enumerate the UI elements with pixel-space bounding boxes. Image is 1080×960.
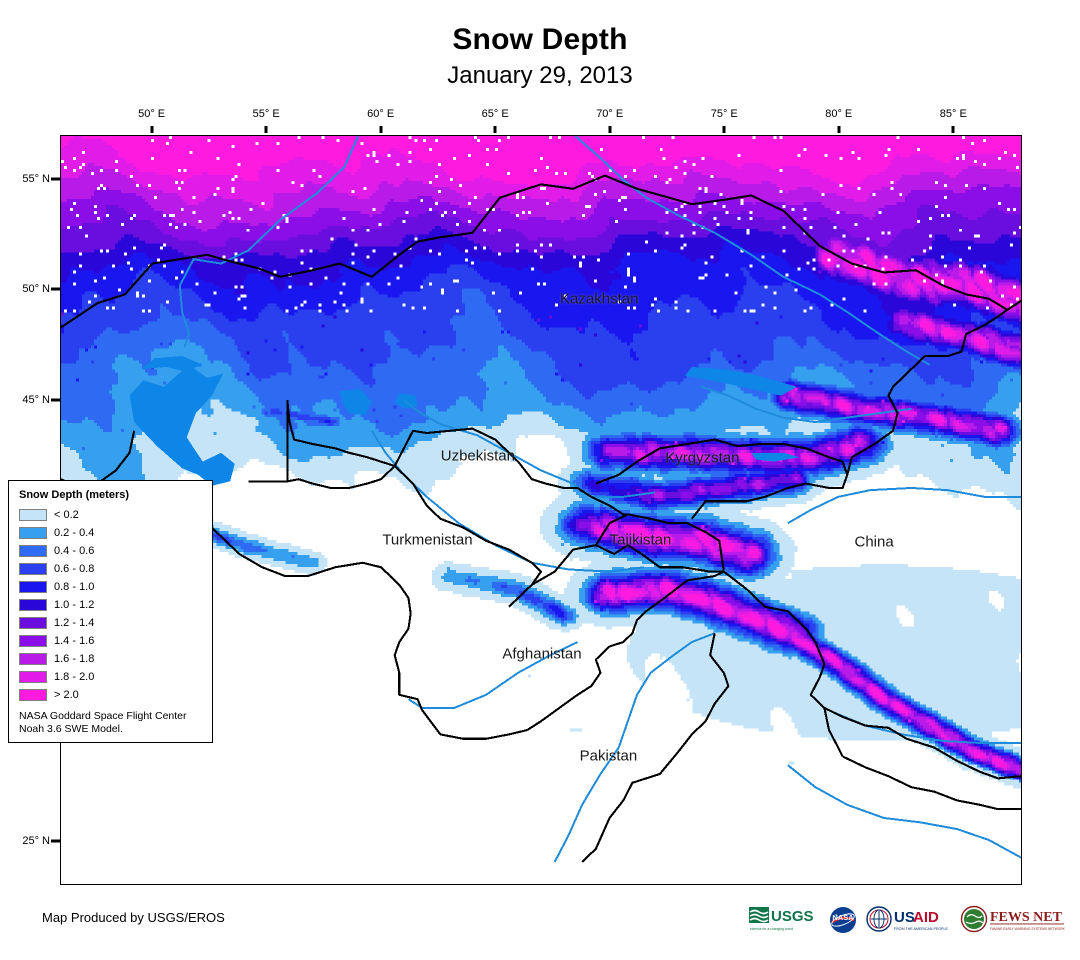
legend-row: > 2.0	[19, 686, 204, 704]
legend-swatch	[19, 509, 47, 521]
legend-row: 0.2 - 0.4	[19, 524, 204, 542]
footer-credit: Map Produced by USGS/EROS	[42, 910, 225, 925]
title-block: Snow Depth January 29, 2013	[0, 22, 1080, 91]
usgs-logo: USGS science for a changing world	[749, 905, 821, 935]
longitude-tick	[608, 126, 612, 133]
legend-swatch	[19, 689, 47, 701]
snow-depth-raster	[61, 136, 1021, 863]
latitude-label: 55° N	[22, 173, 50, 186]
latitude-tick	[51, 177, 60, 181]
legend-label: 0.6 - 0.8	[54, 563, 95, 575]
longitude-label: 70° E	[596, 108, 624, 120]
map-frame[interactable]: Kazakhstan Uzbekistan Turkmenistan Kyrgyzst…	[60, 135, 1022, 885]
legend-row: < 0.2	[19, 506, 204, 524]
legend-label: 1.0 - 1.2	[54, 599, 95, 611]
legend-label: 1.4 - 1.6	[54, 635, 95, 647]
longitude-tick	[951, 126, 955, 133]
longitude-label: 55° E	[252, 108, 280, 120]
longitude-label: 65° E	[481, 108, 509, 120]
longitude-label: 75° E	[710, 108, 738, 120]
fewsnet-logo: FEWS NET FAMINE EARLY WARNING SYSTEMS NET…	[960, 905, 1068, 935]
legend-swatch	[19, 581, 47, 593]
nasa-logo: NASA	[828, 905, 858, 935]
legend-label: < 0.2	[54, 509, 79, 521]
map-date-subtitle: January 29, 2013	[447, 62, 633, 89]
longitude-tick	[264, 126, 268, 133]
legend-swatch	[19, 671, 47, 683]
legend-row: 0.8 - 1.0	[19, 578, 204, 596]
latitude-tick	[51, 398, 60, 402]
legend-title: Snow Depth (meters)	[19, 489, 130, 501]
longitude-tick	[722, 126, 726, 133]
longitude-tick	[837, 126, 841, 133]
longitude-label: 85° E	[939, 108, 967, 120]
legend-swatch	[19, 635, 47, 647]
latitude-label: 50° N	[22, 283, 50, 296]
longitude-label: 60° E	[367, 108, 395, 120]
latitude-label: 25° N	[22, 834, 50, 847]
legend-row: 1.0 - 1.2	[19, 596, 204, 614]
legend-swatch	[19, 599, 47, 611]
latitude-tick	[51, 839, 60, 843]
legend-box: Snow Depth (meters) < 0.2 0.2 - 0.4 0.4 - …	[8, 480, 213, 743]
longitude-tick	[379, 126, 383, 133]
legend-swatch	[19, 527, 47, 539]
legend-items: < 0.2 0.2 - 0.4 0.4 - 0.6 0.6 - 0.8 0.8 - 1.…	[19, 506, 204, 704]
longitude-tick	[150, 126, 154, 133]
legend-label: > 2.0	[54, 689, 79, 701]
legend-label: 0.2 - 0.4	[54, 527, 95, 539]
legend-swatch	[19, 653, 47, 665]
legend-label: 0.4 - 0.6	[54, 545, 95, 557]
latitude-label: 45° N	[22, 393, 50, 406]
legend-label: 1.2 - 1.4	[54, 617, 95, 629]
legend-source-note: NASA Goddard Space Flight Center Noah 3.…	[19, 710, 187, 735]
longitude-label: 50° E	[138, 108, 166, 120]
legend-row: 0.4 - 0.6	[19, 542, 204, 560]
latitude-tick	[51, 287, 60, 291]
legend-label: 1.8 - 2.0	[54, 671, 95, 683]
legend-label: 1.6 - 1.8	[54, 653, 95, 665]
page-title: Snow Depth	[452, 23, 628, 56]
legend-swatch	[19, 617, 47, 629]
longitude-tick	[493, 126, 497, 133]
legend-row: 1.2 - 1.4	[19, 614, 204, 632]
legend-row: 1.4 - 1.6	[19, 632, 204, 650]
longitude-label: 80° E	[825, 108, 853, 120]
legend-row: 1.6 - 1.8	[19, 650, 204, 668]
legend-row: 0.6 - 0.8	[19, 560, 204, 578]
legend-swatch	[19, 545, 47, 557]
legend-swatch	[19, 563, 47, 575]
legend-label: 0.8 - 1.0	[54, 581, 95, 593]
usaid-logo: US AID FROM THE AMERICAN PEOPLE	[865, 905, 953, 935]
legend-row: 1.8 - 2.0	[19, 668, 204, 686]
logo-strip: USGS science for a changing world NASA US AI…	[749, 903, 1068, 937]
